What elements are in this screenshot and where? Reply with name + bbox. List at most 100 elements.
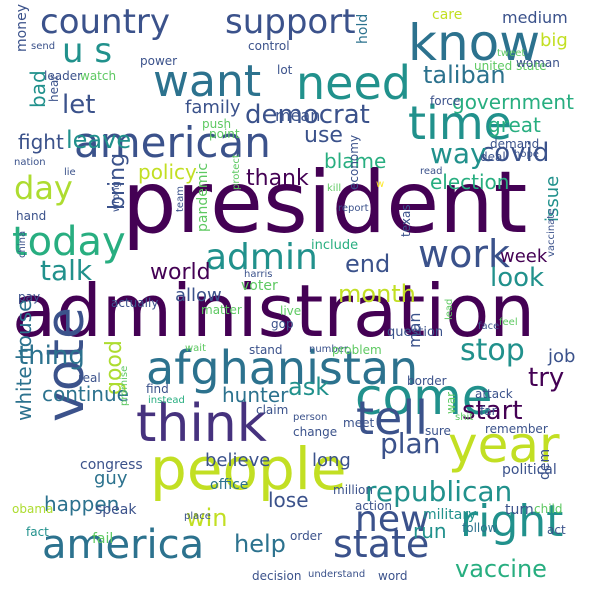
cloud-word: world [150, 260, 211, 285]
cloud-word: control [248, 39, 290, 53]
cloud-word: need [296, 56, 411, 110]
cloud-word: follow [462, 521, 498, 535]
cloud-word: protect [231, 154, 242, 190]
cloud-word: feel [499, 317, 518, 328]
cloud-word: start [462, 396, 523, 426]
cloud-word: day [14, 169, 73, 207]
cloud-word: hope [514, 149, 539, 160]
cloud-word: place [184, 511, 211, 522]
cloud-word: gop [271, 317, 294, 331]
cloud-word: question [387, 325, 444, 340]
cloud-word: find [146, 382, 169, 396]
cloud-word: china [17, 230, 28, 258]
cloud-word: tweet [497, 48, 526, 59]
cloud-word: help [234, 530, 286, 558]
cloud-word: real [78, 371, 101, 385]
cloud-word: deal [480, 150, 506, 164]
cloud-word: week [500, 246, 548, 267]
cloud-word: ask [288, 373, 330, 401]
cloud-word: care [432, 7, 463, 23]
cloud-word: team [175, 186, 186, 212]
cloud-word: speak [95, 502, 137, 518]
cloud-word: leave [66, 126, 132, 154]
cloud-word: meet [343, 416, 375, 430]
cloud-word: support [225, 2, 356, 42]
cloud-word: hunter [222, 383, 289, 407]
cloud-word: right [460, 496, 564, 547]
cloud-word: state [333, 522, 430, 566]
cloud-word: action [355, 499, 392, 513]
cloud-word: instead [148, 395, 185, 406]
cloud-word: force [430, 94, 461, 108]
cloud-word: decision [252, 569, 302, 583]
cloud-word: lead [444, 298, 455, 320]
cloud-word: talk [40, 254, 93, 287]
cloud-word: administration [12, 269, 535, 353]
cloud-word: woman [516, 56, 560, 70]
cloud-word: country [40, 2, 171, 42]
cloud-word: actually [111, 296, 159, 310]
cloud-word: big [540, 30, 568, 51]
cloud-word: leader [44, 69, 83, 83]
cloud-word: mean [275, 106, 321, 125]
cloud-word: think [136, 394, 267, 454]
cloud-word: man [405, 312, 424, 348]
cloud-word: know [408, 14, 541, 72]
cloud-word: understand [308, 569, 366, 580]
cloud-word: number [309, 344, 349, 355]
cloud-word: use [304, 123, 343, 148]
cloud-word: read [420, 166, 443, 177]
cloud-word: shit [455, 412, 474, 423]
cloud-word: white house [12, 299, 36, 421]
cloud-word: people [150, 435, 347, 503]
cloud-word: new [355, 499, 430, 540]
cloud-word: live [280, 304, 302, 318]
cloud-word: republican [365, 475, 513, 508]
cloud-word: demand [490, 137, 540, 151]
cloud-word: family [185, 97, 241, 118]
cloud-word: obama [12, 502, 54, 516]
cloud-word: believe [205, 450, 271, 471]
cloud-word: thing [18, 341, 85, 371]
cloud-word: try [528, 363, 565, 393]
cloud-word: attack [475, 387, 513, 401]
cloud-word: month [338, 280, 416, 308]
cloud-word: come [355, 368, 493, 426]
cloud-word: happen [44, 492, 120, 516]
cloud-word: vaccine [455, 555, 547, 583]
cloud-word: fight [18, 130, 64, 154]
cloud-word: claim [256, 403, 289, 417]
cloud-word: stop [460, 333, 525, 368]
cloud-word: wrong [111, 181, 122, 212]
cloud-word: tell [356, 391, 428, 445]
cloud-word: win [186, 504, 228, 532]
cloud-word: plan [380, 427, 441, 460]
cloud-word: let [62, 90, 96, 120]
cloud-word: push [202, 117, 232, 131]
cloud-word: way [430, 137, 487, 170]
cloud-word: send [31, 41, 56, 52]
cloud-word: run [413, 519, 447, 543]
cloud-word: problem [332, 343, 382, 357]
cloud-word: watch [80, 69, 117, 83]
cloud-word: nation [14, 157, 46, 168]
cloud-word: thank [246, 166, 309, 191]
cloud-word: pandemic [195, 162, 211, 232]
cloud-word: continue [42, 382, 129, 406]
cloud-word: america [42, 522, 205, 568]
cloud-word: voter [241, 278, 278, 294]
cloud-word: lot [277, 63, 293, 77]
cloud-word: hand [16, 209, 47, 223]
cloud-word: long [312, 450, 351, 471]
cloud-word: united state [474, 59, 547, 73]
cloud-word: money [14, 4, 30, 52]
cloud-word: matter [201, 303, 242, 317]
cloud-word: power [140, 54, 178, 68]
cloud-word: promise [119, 365, 130, 406]
cloud-word: blame [324, 149, 387, 173]
cloud-word: work [418, 232, 510, 276]
cloud-word: fail [92, 531, 114, 547]
cloud-word: lie [64, 167, 76, 178]
cloud-word: democrat [245, 100, 370, 130]
cloud-word: taliban [423, 61, 506, 89]
